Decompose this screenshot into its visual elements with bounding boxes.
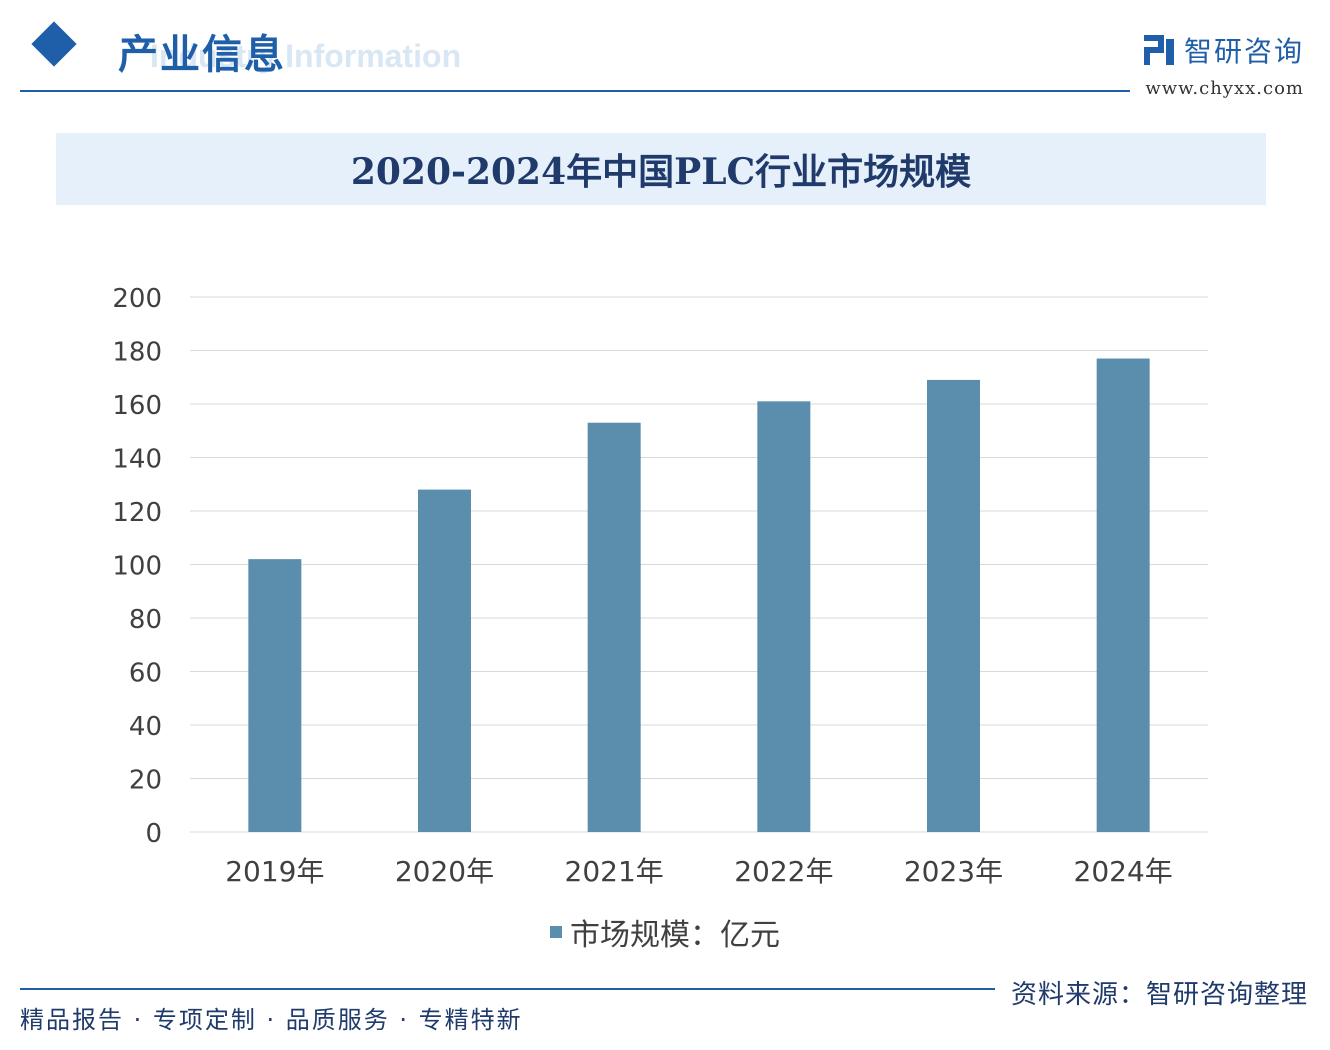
footer-divider <box>20 988 995 990</box>
chart-legend: 市场规模：亿元 <box>0 910 1330 954</box>
y-tick-label: 100 <box>112 552 162 582</box>
footer-source: 资料来源：智研咨询整理 <box>1010 980 1308 1010</box>
y-tick-label: 40 <box>129 712 162 742</box>
bar <box>757 401 811 832</box>
brand-logo-icon <box>1143 35 1174 65</box>
y-tick-label: 80 <box>129 605 162 635</box>
y-tick-label: 200 <box>112 284 162 314</box>
x-tick-label: 2024年 <box>1074 855 1173 888</box>
bar <box>418 489 471 832</box>
legend-label: 市场规模：亿元 <box>570 918 780 953</box>
y-tick-label: 160 <box>112 391 162 421</box>
x-tick-label: 2022年 <box>734 855 833 888</box>
legend-swatch <box>550 926 562 938</box>
y-tick-label: 180 <box>112 338 162 368</box>
x-tick-label: 2020年 <box>395 855 494 888</box>
x-tick-label: 2023年 <box>904 855 1003 888</box>
y-tick-label: 140 <box>112 445 162 475</box>
brand-url: www.chyxx.com <box>1145 78 1304 99</box>
chart-title-band: 2020-2024年中国PLC行业市场规模 <box>56 133 1266 205</box>
brand-name: 智研咨询 <box>1183 35 1304 68</box>
x-tick-label: 2021年 <box>565 855 664 888</box>
brand: 智研咨询 www.chyxx.com <box>1143 30 1304 99</box>
y-tick-label: 20 <box>129 766 162 796</box>
bar <box>248 559 302 832</box>
chart-title: 2020-2024年中国PLC行业市场规模 <box>350 151 972 193</box>
y-tick-label: 60 <box>129 659 162 689</box>
bar <box>587 422 641 832</box>
page-title: 产业信息 <box>118 32 286 78</box>
y-tick-label: 120 <box>112 498 162 528</box>
bar <box>1096 358 1150 832</box>
footer-slogan: 精品报告 · 专项定制 · 品质服务 · 专精特新 <box>20 1006 523 1034</box>
y-tick-label: 0 <box>145 819 162 849</box>
header-divider <box>20 90 1130 92</box>
x-tick-label: 2019年 <box>225 855 324 888</box>
bar <box>927 379 980 832</box>
